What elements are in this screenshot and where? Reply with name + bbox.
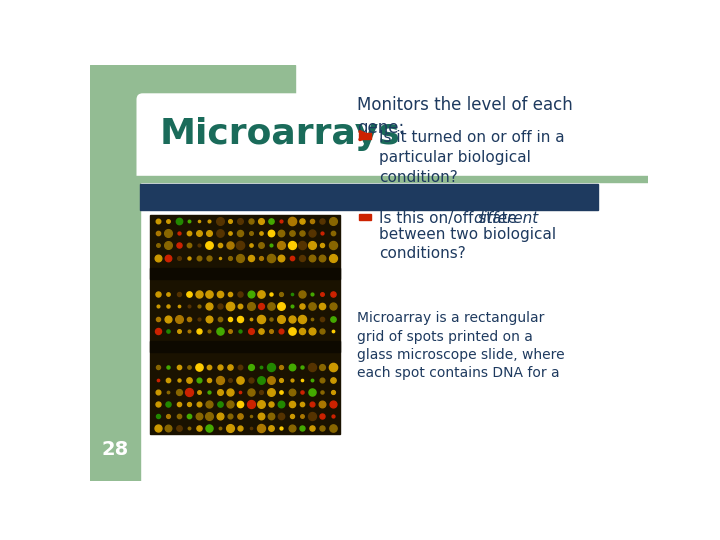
Text: different: different [474,211,539,226]
Bar [90,176,648,182]
Text: Is this on/off state: Is this on/off state [379,211,522,226]
Text: between two biological
conditions?: between two biological conditions? [379,226,557,261]
Bar [150,268,341,279]
Bar [90,65,140,481]
Bar [150,215,341,434]
Text: Monitors the level of each
gene:: Monitors the level of each gene: [357,96,573,137]
Bar [150,341,341,352]
Bar [140,184,598,210]
Bar [359,132,372,139]
Bar [359,214,372,220]
Text: Microarray is a rectangular
grid of spots printed on a
glass microscope slide, w: Microarray is a rectangular grid of spot… [357,311,565,380]
Text: 28: 28 [102,440,128,459]
Text: Microarrays: Microarrays [160,117,400,151]
FancyBboxPatch shape [137,93,389,183]
Text: Is it turned on or off in a
particular biological
condition?: Is it turned on or off in a particular b… [379,130,564,185]
Bar [140,65,295,180]
